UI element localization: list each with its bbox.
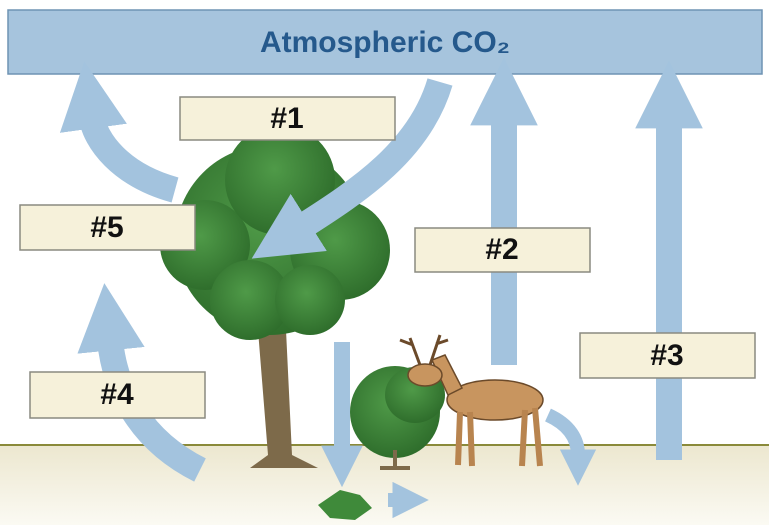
label: #1 <box>270 102 303 135</box>
diagram: Atmospheric CO₂ #1 #2 #3 #4 <box>0 0 769 525</box>
ground <box>0 445 769 525</box>
label: #4 <box>100 378 134 411</box>
arrow-respiration-plant <box>92 118 175 190</box>
label: #2 <box>485 233 518 266</box>
carbon-cycle: Atmospheric CO₂ #1 #2 #3 #4 <box>0 0 769 525</box>
label: #3 <box>650 339 683 372</box>
label: #5 <box>90 211 123 244</box>
banner-title: Atmospheric CO₂ <box>260 26 510 59</box>
